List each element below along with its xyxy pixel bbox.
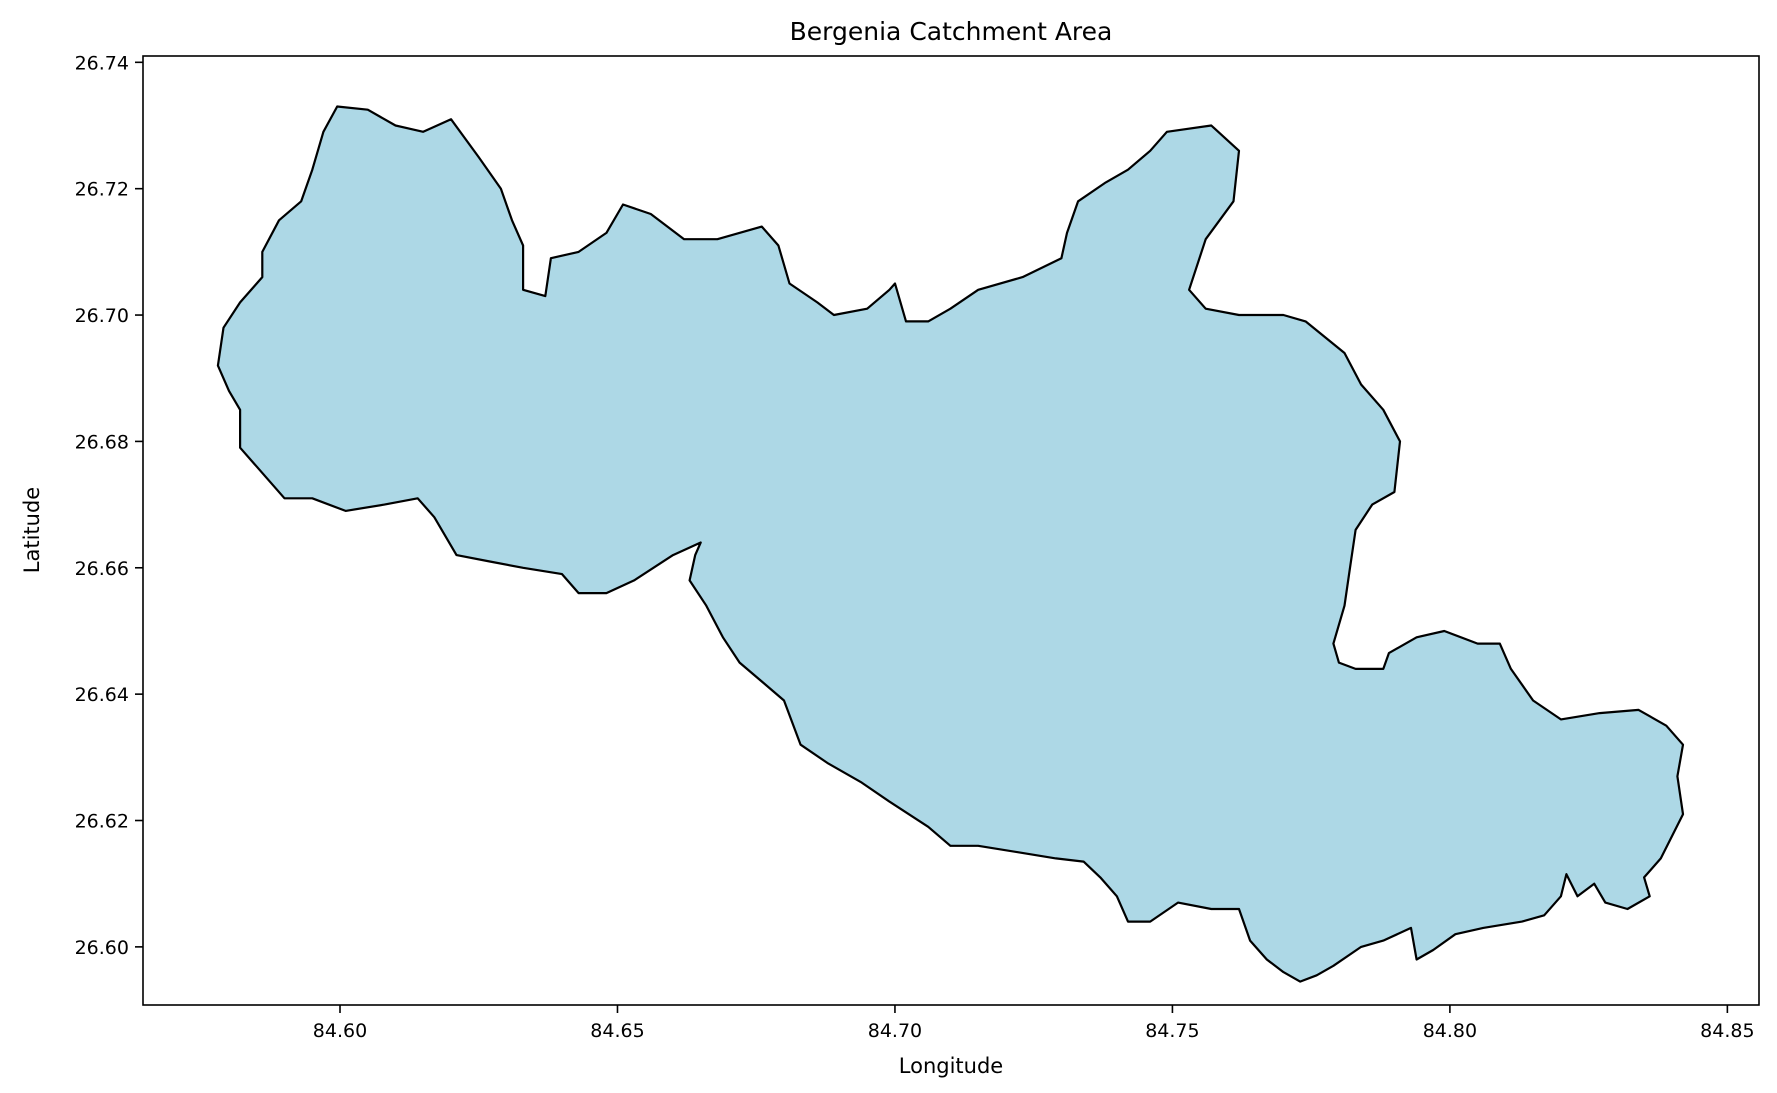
x-axis-label: Longitude xyxy=(899,1054,1003,1078)
y-axis-ticks: 26.60 26.62 26.64 26.66 26.68 26.70 26.72 26.74 xyxy=(75,52,143,959)
x-tick-label: 84.70 xyxy=(868,1020,922,1042)
y-tick-label: 26.74 xyxy=(75,52,129,74)
chart-title: Bergenia Catchment Area xyxy=(790,17,1113,46)
y-tick-label: 26.66 xyxy=(75,558,129,580)
y-tick-label: 26.64 xyxy=(75,684,129,706)
x-tick-label: 84.60 xyxy=(313,1020,367,1042)
catchment-area-polygon xyxy=(216,105,1685,983)
x-tick-label: 84.75 xyxy=(1145,1020,1199,1042)
x-tick-label: 84.65 xyxy=(590,1020,644,1042)
y-tick-label: 26.72 xyxy=(75,179,129,201)
plot-frame xyxy=(142,55,1760,1006)
y-axis-label: Latitude xyxy=(20,487,44,573)
x-tick-label: 84.80 xyxy=(1423,1020,1477,1042)
y-tick-label: 26.68 xyxy=(75,431,129,453)
y-tick-label: 26.62 xyxy=(75,811,129,833)
plot-area xyxy=(142,55,1760,1006)
y-tick-label: 26.70 xyxy=(75,305,129,327)
y-tick-label: 26.60 xyxy=(75,937,129,959)
x-axis-ticks: 84.60 84.65 84.70 84.75 84.80 84.85 xyxy=(313,1005,1755,1042)
x-tick-label: 84.85 xyxy=(1700,1020,1754,1042)
